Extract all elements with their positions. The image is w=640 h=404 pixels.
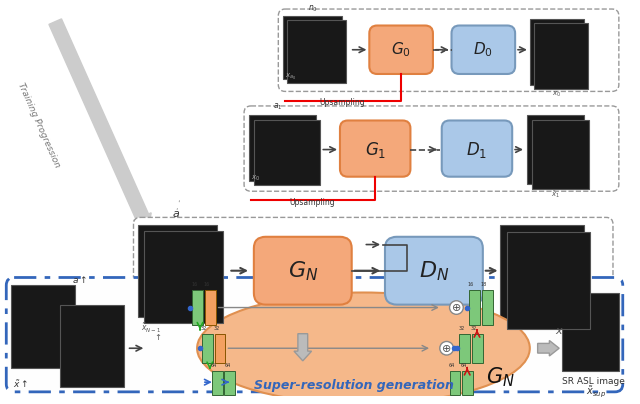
FancyBboxPatch shape bbox=[385, 237, 483, 305]
FancyBboxPatch shape bbox=[442, 120, 512, 177]
Bar bbox=[205, 290, 216, 325]
Text: $G_1$: $G_1$ bbox=[365, 139, 386, 160]
Text: $x_{a_0}$: $x_{a_0}$ bbox=[285, 72, 296, 82]
Text: $\tilde{x} \uparrow$: $\tilde{x} \uparrow$ bbox=[13, 378, 28, 390]
FancyBboxPatch shape bbox=[244, 106, 619, 191]
Text: 16: 16 bbox=[204, 282, 210, 287]
Text: $a \uparrow$: $a \uparrow$ bbox=[72, 274, 87, 285]
Text: 18: 18 bbox=[481, 282, 487, 287]
Text: $x_0$: $x_0$ bbox=[251, 174, 260, 183]
Text: Training Progression: Training Progression bbox=[16, 82, 61, 169]
Text: $\hat{x}_1$: $\hat{x}_1$ bbox=[551, 188, 560, 200]
Bar bbox=[562, 293, 619, 370]
Text: $\oplus$: $\oplus$ bbox=[451, 302, 461, 313]
Text: 32: 32 bbox=[458, 326, 465, 331]
Bar bbox=[460, 334, 470, 363]
Text: $\tilde{x}_{sup}$: $\tilde{x}_{sup}$ bbox=[586, 385, 606, 400]
Bar bbox=[214, 334, 225, 363]
FancyArrow shape bbox=[294, 334, 312, 361]
Text: 64: 64 bbox=[461, 363, 467, 368]
Text: $a$: $a$ bbox=[172, 209, 180, 219]
Text: $x_0$: $x_0$ bbox=[552, 89, 561, 99]
Text: $G_N$: $G_N$ bbox=[287, 259, 318, 282]
Text: 16: 16 bbox=[468, 282, 474, 287]
Text: 16: 16 bbox=[191, 282, 197, 287]
Text: 32: 32 bbox=[214, 326, 220, 331]
Text: $\uparrow$: $\uparrow$ bbox=[153, 332, 162, 342]
Bar bbox=[449, 370, 460, 395]
Bar bbox=[500, 225, 584, 322]
Bar bbox=[462, 370, 473, 395]
Bar bbox=[212, 370, 223, 395]
Text: $D_N$: $D_N$ bbox=[419, 259, 449, 282]
Circle shape bbox=[449, 301, 463, 314]
Text: $\tilde{x}_{N-1}$: $\tilde{x}_{N-1}$ bbox=[141, 322, 161, 335]
Bar bbox=[254, 120, 321, 185]
Bar bbox=[60, 305, 124, 387]
Bar bbox=[144, 231, 223, 323]
Bar bbox=[532, 120, 589, 189]
FancyBboxPatch shape bbox=[254, 237, 352, 305]
Text: 32: 32 bbox=[471, 326, 477, 331]
FancyArrow shape bbox=[49, 19, 151, 230]
Bar bbox=[508, 232, 591, 329]
Bar bbox=[192, 290, 203, 325]
FancyBboxPatch shape bbox=[278, 9, 619, 91]
Text: $D_1$: $D_1$ bbox=[467, 139, 488, 160]
Bar bbox=[284, 16, 342, 79]
Text: $G_N$: $G_N$ bbox=[486, 366, 515, 389]
FancyBboxPatch shape bbox=[6, 278, 623, 392]
Bar bbox=[534, 23, 588, 88]
Bar bbox=[482, 290, 493, 325]
Text: SR ASL image: SR ASL image bbox=[562, 377, 625, 386]
Bar bbox=[530, 19, 584, 84]
FancyArrow shape bbox=[538, 341, 559, 356]
Bar bbox=[472, 334, 483, 363]
Bar bbox=[527, 115, 584, 185]
Bar bbox=[225, 370, 236, 395]
Text: Upsampling: Upsampling bbox=[319, 98, 365, 107]
Bar bbox=[138, 225, 217, 317]
Text: $n_0$: $n_0$ bbox=[308, 3, 317, 14]
Text: $x$: $x$ bbox=[555, 326, 564, 336]
Text: . . .: . . . bbox=[166, 196, 184, 219]
Text: $D_0$: $D_0$ bbox=[473, 40, 493, 59]
FancyBboxPatch shape bbox=[134, 217, 613, 329]
Text: 64: 64 bbox=[211, 363, 217, 368]
Bar bbox=[11, 285, 75, 368]
Bar bbox=[249, 115, 316, 181]
FancyBboxPatch shape bbox=[452, 25, 515, 74]
Bar bbox=[202, 334, 212, 363]
Text: 32: 32 bbox=[201, 326, 207, 331]
Text: $G_0$: $G_0$ bbox=[390, 40, 411, 59]
Text: Upsampling: Upsampling bbox=[290, 198, 335, 207]
Text: $\oplus$: $\oplus$ bbox=[442, 343, 452, 354]
Bar bbox=[469, 290, 480, 325]
FancyBboxPatch shape bbox=[369, 25, 433, 74]
Text: $a_1$: $a_1$ bbox=[273, 101, 282, 112]
FancyBboxPatch shape bbox=[340, 120, 410, 177]
Circle shape bbox=[440, 341, 454, 355]
Bar bbox=[287, 20, 346, 83]
Text: Super-resolution generation: Super-resolution generation bbox=[253, 379, 454, 392]
Text: 64: 64 bbox=[224, 363, 230, 368]
Text: 64: 64 bbox=[449, 363, 454, 368]
Ellipse shape bbox=[197, 292, 530, 404]
